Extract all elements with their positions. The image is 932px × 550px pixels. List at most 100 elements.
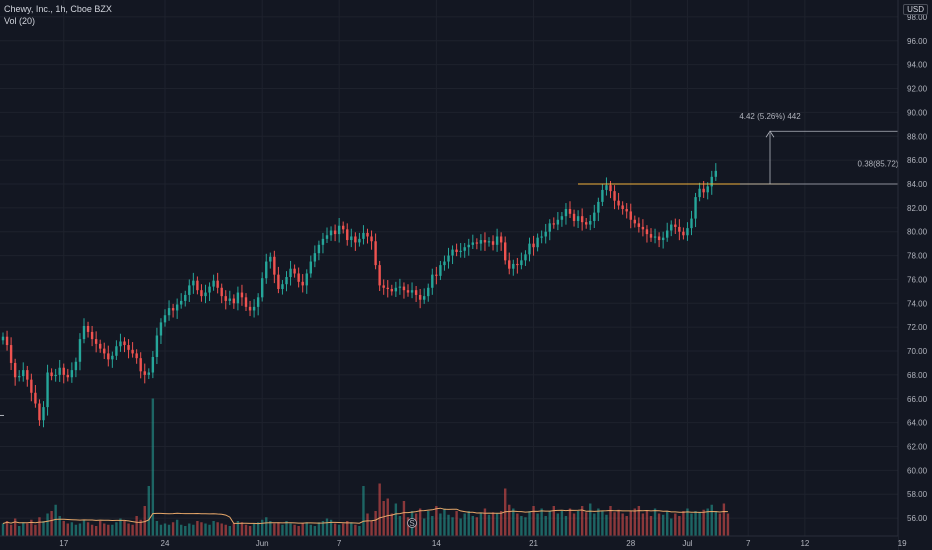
volume-bar [115, 522, 118, 536]
volume-bar [285, 521, 288, 536]
candle-body [520, 260, 523, 266]
candle-body [418, 294, 422, 300]
volume-bar [431, 516, 434, 536]
candle-body [702, 188, 705, 193]
time-tick-label: Jun [256, 539, 269, 548]
currency-badge[interactable]: USD [903, 4, 928, 15]
volume-bar [674, 513, 677, 536]
candle-body [273, 256, 276, 275]
event-marker-icon [407, 518, 417, 528]
candle-body [398, 286, 402, 288]
candle-body [686, 228, 689, 236]
volume-bar [576, 511, 580, 536]
candle-body [188, 285, 191, 295]
volume-bar [196, 521, 199, 536]
candle-body [289, 268, 292, 278]
volume-bar [269, 521, 272, 536]
volume-bar [580, 506, 584, 536]
candle-body [281, 284, 284, 289]
event-marker-label: S [409, 519, 414, 528]
volume-bar [726, 513, 730, 536]
candle-body [370, 236, 373, 242]
candle-body [629, 211, 632, 220]
volume-bar [54, 504, 57, 536]
candle-body [406, 290, 410, 293]
candle-body [119, 341, 122, 347]
candle-body [240, 292, 244, 298]
candle-body [13, 362, 17, 378]
candle-body [200, 290, 203, 297]
volume-bar [670, 518, 673, 536]
volume-bar [447, 514, 450, 536]
volume-ma-line [2, 507, 728, 525]
volume-bar [297, 526, 300, 536]
volume-bar [455, 511, 458, 536]
candle-body [90, 331, 94, 340]
volume-bar [710, 504, 713, 536]
candle-body [115, 346, 118, 356]
candle-body [131, 349, 134, 354]
volume-bar [362, 486, 365, 536]
candle-body [439, 265, 442, 276]
candle-body [661, 237, 665, 241]
volume-bar [317, 522, 321, 536]
volume-bar [443, 508, 446, 536]
candle-body [666, 230, 669, 238]
candle-body [167, 308, 171, 316]
volume-bar [5, 521, 9, 536]
candle-body [196, 280, 199, 291]
volume-bar [702, 509, 705, 536]
candle-body [556, 219, 560, 225]
candle-body [34, 392, 37, 404]
candle-body [139, 358, 142, 372]
candle-body [184, 294, 187, 301]
volume-bar [406, 517, 410, 536]
volume-bar [147, 486, 150, 536]
volume-bar [167, 524, 171, 536]
volume-bar [601, 511, 604, 536]
candle-body [99, 343, 102, 349]
volume-bar [62, 521, 65, 536]
candle-body [690, 218, 693, 229]
candle-body [451, 249, 454, 256]
candle-body [325, 235, 329, 239]
candle-body [82, 325, 86, 340]
candle-body [256, 297, 260, 307]
candle-body [560, 216, 564, 220]
symbol-label[interactable]: Chewy, Inc., 1h, Cboe BZX [4, 4, 112, 14]
volume-bar [175, 519, 179, 536]
volume-bar [50, 511, 53, 536]
volume-bar [633, 508, 636, 536]
price-tick-label: 94.00 [907, 61, 928, 70]
volume-bar [265, 517, 268, 536]
volume-bar [30, 519, 33, 536]
volume-bar [354, 524, 357, 536]
volume-bar [143, 506, 146, 536]
volume-bar [394, 503, 398, 536]
volume-indicator-label[interactable]: Vol (20) [4, 16, 36, 26]
volume-bar [463, 513, 466, 536]
candle-body [536, 237, 539, 248]
candle-body [487, 241, 491, 243]
volume-bar [366, 513, 369, 536]
candle-body [265, 261, 268, 279]
volume-bar [423, 518, 426, 536]
candle-body [382, 285, 385, 288]
volume-bar [200, 522, 203, 536]
candle-body [321, 238, 325, 245]
volume-bar [94, 526, 98, 536]
volume-bar [277, 522, 280, 536]
candle-body [5, 336, 9, 346]
candle-body [151, 356, 155, 373]
volume-bar [256, 522, 260, 536]
candle-body [657, 236, 661, 241]
candle-body [649, 234, 653, 238]
volume-bar [261, 519, 264, 536]
candle-body [698, 188, 701, 198]
volume-bar [666, 511, 669, 536]
candle-body [1, 336, 5, 341]
volume-bar [289, 523, 292, 536]
candle-body [653, 236, 657, 238]
candle-body [66, 374, 69, 378]
